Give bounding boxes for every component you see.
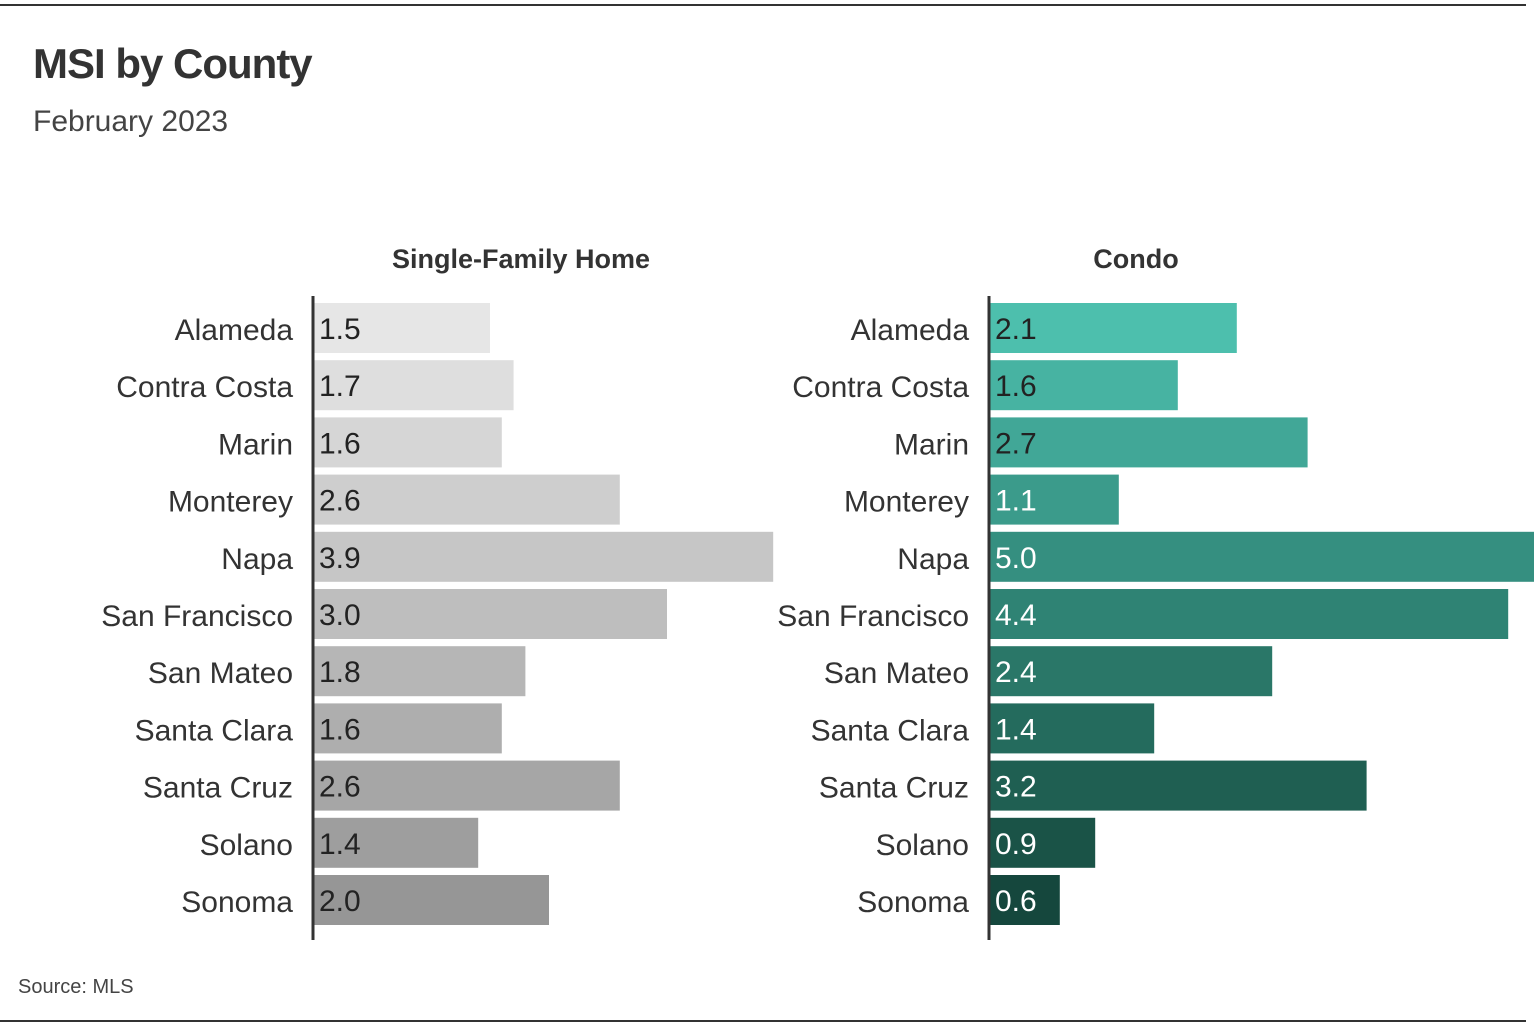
category-label: San Mateo — [148, 657, 293, 690]
category-label: San Mateo — [824, 657, 969, 690]
category-label: Napa — [897, 543, 969, 576]
bar-condo — [989, 646, 1273, 697]
bar-condo — [989, 589, 1509, 639]
top-rule — [0, 4, 1526, 6]
bar-sfh — [313, 303, 490, 353]
bar-condo — [989, 417, 1308, 468]
panel-title-sfh: Single-Family Home — [392, 244, 650, 274]
value-label: 1.8 — [319, 656, 361, 689]
bar-sfh — [313, 760, 620, 811]
value-label: 5.0 — [995, 542, 1037, 575]
bottom-rule — [0, 1020, 1526, 1022]
value-label: 1.4 — [319, 828, 361, 861]
value-label: 2.0 — [319, 885, 361, 918]
value-label: 2.1 — [995, 313, 1037, 346]
category-label: San Francisco — [777, 600, 969, 633]
value-label: 1.6 — [319, 713, 361, 746]
category-label: Marin — [894, 428, 969, 461]
chart-subtitle: February 2023 — [33, 105, 229, 138]
category-label: Solano — [200, 829, 293, 862]
category-label: Napa — [221, 543, 293, 576]
bar-sfh — [313, 474, 620, 525]
bar-sfh — [313, 360, 514, 411]
bar-condo — [989, 817, 1096, 868]
value-label: 2.6 — [319, 771, 361, 804]
chart-title: MSI by County — [33, 40, 313, 87]
bar-sfh — [313, 817, 479, 868]
bar-sfh — [313, 589, 667, 639]
category-label: Santa Cruz — [819, 772, 969, 805]
value-label: 2.7 — [995, 427, 1037, 460]
category-label: Contra Costa — [116, 371, 293, 404]
bar-sfh — [313, 531, 774, 582]
value-label: 2.4 — [995, 656, 1037, 689]
source-note: Source: MLS — [18, 976, 134, 998]
bar-condo — [989, 703, 1155, 754]
bar-condo — [989, 474, 1119, 525]
value-label: 1.6 — [319, 427, 361, 460]
bar-sfh — [313, 703, 502, 754]
category-label: Santa Cruz — [143, 772, 293, 805]
bar-condo — [989, 531, 1534, 582]
panel-condo: Condo Alameda 2.1 Contra Costa 1.6 Marin 2.7 Mo… — [777, 244, 1534, 940]
bar-sfh — [313, 417, 502, 468]
panel-sfh: Single-Family Home Alameda 1.5 Contra Costa… — [101, 244, 774, 940]
bar-sfh — [313, 646, 526, 697]
category-label: Alameda — [851, 314, 970, 347]
bar-sfh — [313, 875, 549, 925]
category-label: Alameda — [175, 314, 294, 347]
value-label: 4.4 — [995, 599, 1037, 632]
value-label: 2.6 — [319, 485, 361, 518]
value-label: 0.6 — [995, 885, 1037, 918]
category-label: Monterey — [168, 486, 293, 519]
value-label: 1.6 — [995, 370, 1037, 403]
value-label: 1.4 — [995, 713, 1037, 746]
panel-title-condo: Condo — [1093, 244, 1178, 274]
category-label: Sonoma — [181, 886, 293, 919]
value-label: 1.1 — [995, 485, 1037, 518]
category-label: Santa Clara — [135, 714, 294, 747]
category-label: Contra Costa — [792, 371, 969, 404]
value-label: 3.2 — [995, 771, 1037, 804]
value-label: 3.9 — [319, 542, 361, 575]
category-label: San Francisco — [101, 600, 293, 633]
bar-condo — [989, 303, 1237, 353]
value-label: 0.9 — [995, 828, 1037, 861]
value-label: 1.5 — [319, 313, 361, 346]
category-label: Sonoma — [857, 886, 969, 919]
bar-condo — [989, 360, 1178, 411]
category-label: Monterey — [844, 486, 969, 519]
bar-condo — [989, 760, 1367, 811]
value-label: 3.0 — [319, 599, 361, 632]
category-label: Santa Clara — [811, 714, 970, 747]
category-label: Marin — [218, 428, 293, 461]
value-label: 1.7 — [319, 370, 361, 403]
bar-condo — [989, 875, 1060, 925]
category-label: Solano — [876, 829, 969, 862]
